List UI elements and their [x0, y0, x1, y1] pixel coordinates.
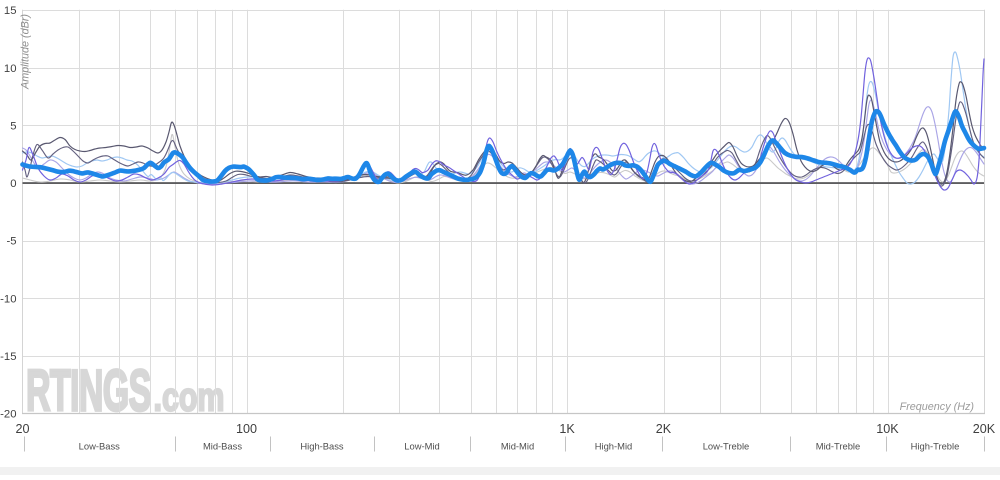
svg-text:1K: 1K — [559, 422, 575, 436]
svg-text:-15: -15 — [0, 351, 16, 363]
svg-text:20: 20 — [15, 422, 29, 436]
svg-text:High-Treble: High-Treble — [911, 441, 960, 452]
svg-text:-20: -20 — [0, 409, 16, 421]
svg-text:15: 15 — [4, 5, 17, 17]
svg-text:10: 10 — [4, 63, 17, 75]
svg-text:2K: 2K — [656, 422, 672, 436]
svg-text:Low-Treble: Low-Treble — [703, 441, 750, 452]
svg-text:20K: 20K — [973, 422, 996, 436]
svg-text:0: 0 — [10, 178, 16, 190]
svg-text:Frequency (Hz): Frequency (Hz) — [900, 401, 974, 413]
svg-text:100: 100 — [236, 422, 257, 436]
svg-text:.com: .com — [154, 374, 225, 419]
svg-text:High-Mid: High-Mid — [595, 441, 633, 452]
svg-text:Amplitude (dBr): Amplitude (dBr) — [20, 14, 32, 90]
svg-text:Low-Bass: Low-Bass — [79, 441, 120, 452]
svg-text:Mid-Mid: Mid-Mid — [501, 441, 534, 452]
svg-text:Low-Mid: Low-Mid — [404, 441, 439, 452]
svg-text:Mid-Bass: Mid-Bass — [203, 441, 242, 452]
svg-text:RTINGS: RTINGS — [26, 359, 151, 424]
svg-text:10K: 10K — [876, 422, 899, 436]
svg-text:-10: -10 — [0, 293, 16, 305]
svg-text:High-Bass: High-Bass — [300, 441, 344, 452]
svg-text:5: 5 — [10, 120, 16, 132]
svg-text:Mid-Treble: Mid-Treble — [816, 441, 860, 452]
svg-text:-5: -5 — [6, 236, 16, 248]
